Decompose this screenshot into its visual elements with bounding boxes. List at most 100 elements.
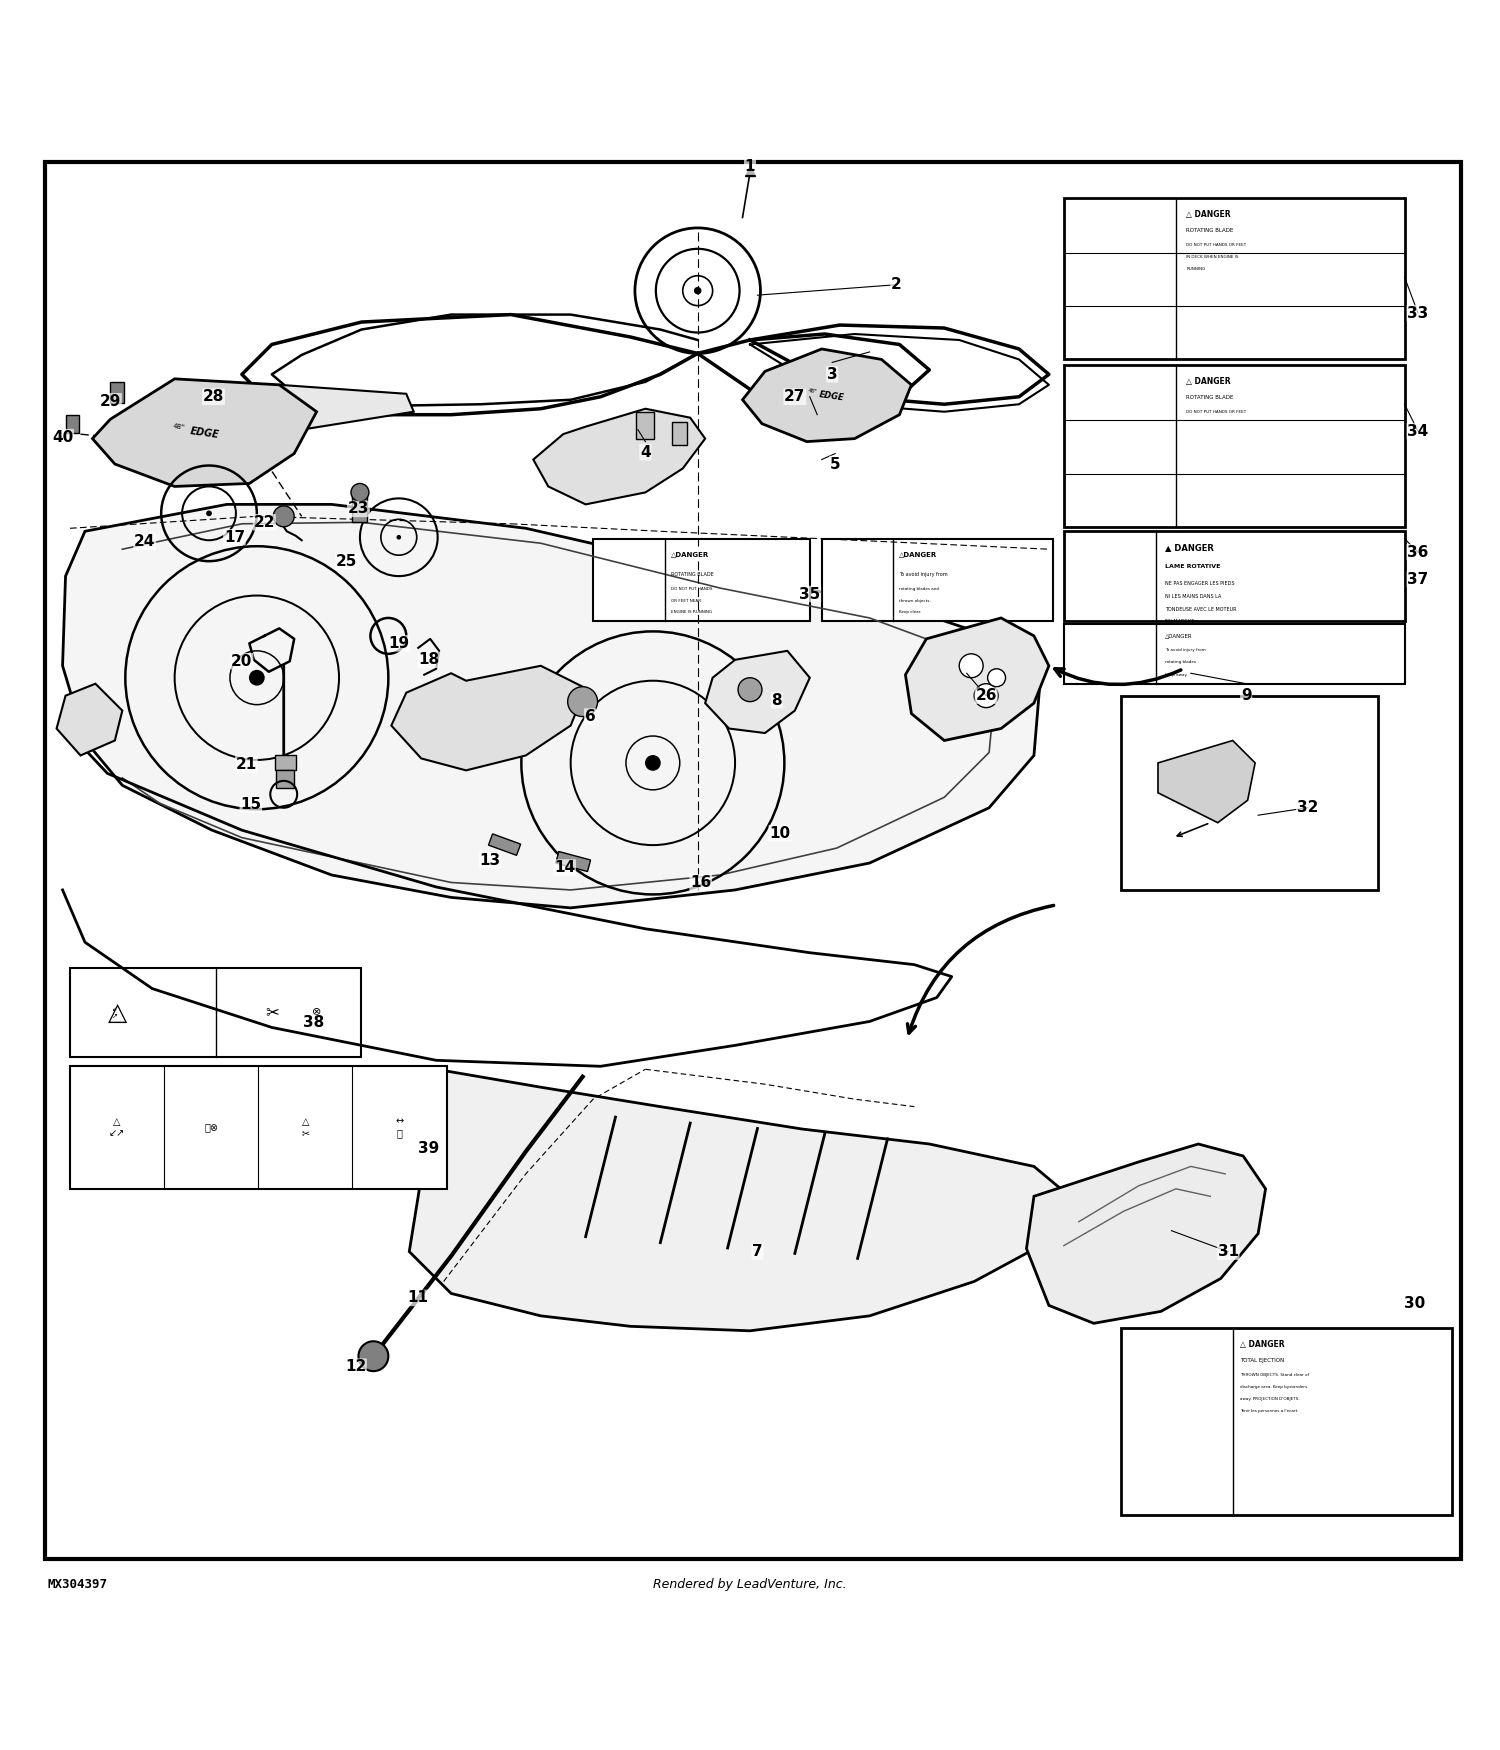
Polygon shape [742, 348, 912, 441]
Bar [111, 382, 125, 402]
Circle shape [396, 536, 400, 539]
Text: To avoid injury from: To avoid injury from [1166, 648, 1206, 651]
Text: 6: 6 [585, 709, 596, 724]
Text: 29: 29 [99, 394, 122, 410]
Text: keep away.: keep away. [1166, 674, 1188, 677]
Text: △DANGER: △DANGER [670, 551, 710, 556]
Polygon shape [57, 684, 123, 756]
Polygon shape [93, 378, 316, 487]
Text: IN DECK WHEN ENGINE IS: IN DECK WHEN ENGINE IS [1186, 255, 1239, 259]
Circle shape [567, 686, 597, 716]
Text: 18: 18 [419, 653, 440, 667]
Polygon shape [1026, 1144, 1266, 1323]
Text: △
✂: △ ✂ [302, 1116, 309, 1138]
Bar [592, 539, 810, 621]
Bar [66, 415, 80, 432]
Text: △ DANGER: △ DANGER [1186, 378, 1231, 387]
Text: △ DANGER: △ DANGER [1240, 1340, 1286, 1349]
Text: TONDEUSE AVEC LE MOTEUR: TONDEUSE AVEC LE MOTEUR [1166, 607, 1238, 612]
Text: 23: 23 [348, 500, 369, 516]
Text: 38: 38 [303, 1015, 324, 1031]
Text: EN MARCHE: EN MARCHE [1166, 620, 1196, 625]
Text: 13: 13 [480, 852, 501, 868]
Polygon shape [392, 665, 585, 770]
Polygon shape [705, 651, 810, 733]
Text: 9: 9 [1240, 688, 1251, 704]
Bar [1064, 532, 1404, 621]
Bar [276, 770, 294, 788]
Text: 12: 12 [345, 1360, 366, 1374]
Text: 36: 36 [1407, 544, 1428, 560]
Text: ✂: ✂ [266, 1003, 279, 1022]
Text: ↔
👤: ↔ 👤 [396, 1116, 404, 1138]
Text: 24: 24 [134, 534, 156, 550]
Text: 15: 15 [240, 798, 261, 812]
Text: DO NOT PUT HANDS OR FEET: DO NOT PUT HANDS OR FEET [1186, 243, 1246, 247]
Circle shape [974, 684, 998, 707]
Text: 48": 48" [807, 388, 818, 394]
Bar [1064, 625, 1404, 684]
Text: NI LES MAINS DANS LA: NI LES MAINS DANS LA [1166, 593, 1222, 598]
Text: 40: 40 [53, 430, 74, 444]
Text: 48": 48" [172, 424, 186, 430]
Text: Keep clear.: Keep clear. [900, 611, 921, 614]
Text: 30: 30 [1404, 1297, 1425, 1311]
Circle shape [958, 654, 982, 677]
Bar [1064, 366, 1404, 527]
Bar [1120, 1328, 1452, 1514]
Text: 34: 34 [1407, 424, 1428, 439]
Text: 19: 19 [388, 635, 410, 651]
Text: 3: 3 [827, 368, 837, 382]
Text: 10: 10 [770, 826, 790, 840]
Text: 17: 17 [224, 530, 245, 544]
Bar [1064, 198, 1404, 359]
Bar [672, 422, 687, 444]
Circle shape [273, 506, 294, 527]
Text: 8: 8 [771, 693, 782, 707]
Text: 27: 27 [784, 388, 806, 404]
Text: 32: 32 [1296, 800, 1318, 816]
Text: △: △ [108, 1001, 128, 1024]
Bar [70, 968, 362, 1057]
Circle shape [694, 287, 702, 294]
Text: 1: 1 [744, 159, 754, 175]
Polygon shape [906, 618, 1048, 740]
Text: DO NOT PUT HANDS OR FEET: DO NOT PUT HANDS OR FEET [1186, 410, 1246, 415]
Circle shape [249, 670, 264, 686]
Text: 14: 14 [554, 859, 576, 875]
Text: 5: 5 [830, 457, 840, 471]
Text: △
↙↗: △ ↙↗ [110, 1116, 125, 1138]
Text: ▲ DANGER: ▲ DANGER [1166, 542, 1215, 553]
Text: 4: 4 [640, 444, 651, 460]
Text: Tenir les personnes a l'ecart.: Tenir les personnes a l'ecart. [1240, 1409, 1299, 1412]
Text: thrown objects:: thrown objects: [900, 598, 932, 602]
Text: △ DANGER: △ DANGER [1186, 210, 1231, 219]
Text: 31: 31 [1218, 1244, 1239, 1258]
Text: DO NOT PUT HANDS: DO NOT PUT HANDS [670, 586, 712, 590]
Text: Rendered by LeadVenture, Inc.: Rendered by LeadVenture, Inc. [652, 1578, 847, 1591]
Text: NE PAS ENGAGER LES PIEDS: NE PAS ENGAGER LES PIEDS [1166, 581, 1234, 586]
Text: 21: 21 [236, 758, 256, 772]
Bar [489, 835, 520, 856]
Text: 7: 7 [752, 1244, 764, 1258]
Text: 11: 11 [408, 1290, 429, 1306]
Polygon shape [1158, 740, 1256, 822]
Text: TOTAL EJECTION: TOTAL EJECTION [1240, 1358, 1284, 1363]
Text: 2: 2 [891, 276, 902, 292]
Text: To avoid injury from: To avoid injury from [900, 572, 948, 578]
Polygon shape [63, 504, 1041, 908]
Text: ↙
↗: ↙ ↗ [112, 1006, 118, 1018]
Text: away. PROJECTION D'OBJETS.: away. PROJECTION D'OBJETS. [1240, 1396, 1300, 1400]
Text: LeadVenture: LeadVenture [422, 824, 720, 866]
Text: 🐾⊗: 🐾⊗ [204, 1122, 219, 1132]
Bar [636, 411, 654, 439]
Text: ENGINE IS RUNNING: ENGINE IS RUNNING [670, 611, 712, 614]
Circle shape [987, 668, 1005, 686]
Text: THROWN OBJECTS. Stand clear of: THROWN OBJECTS. Stand clear of [1240, 1372, 1310, 1377]
Text: ROTATING BLADE: ROTATING BLADE [670, 572, 714, 578]
Text: △DANGER: △DANGER [1166, 634, 1192, 639]
Bar [274, 756, 296, 770]
Circle shape [351, 483, 369, 502]
Text: 35: 35 [800, 586, 820, 602]
Bar [1120, 696, 1377, 891]
